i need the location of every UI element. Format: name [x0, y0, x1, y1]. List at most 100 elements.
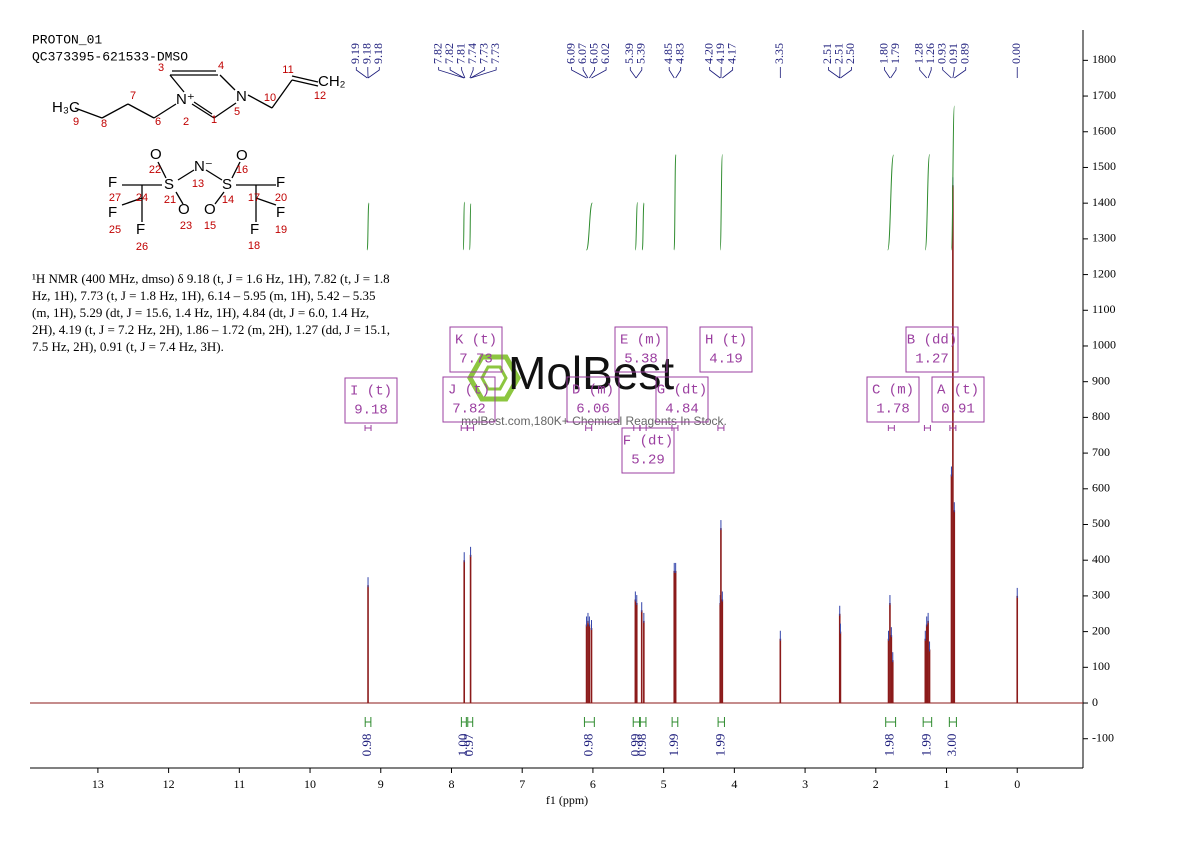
multiplet-shift: 5.38 — [624, 352, 658, 368]
multiplet-box — [905, 326, 959, 373]
integral-bracket — [460, 717, 467, 727]
peak-label: 7.74 — [465, 43, 479, 64]
integral-curve — [950, 105, 955, 251]
integral-label: 0.98 — [580, 734, 595, 757]
locant: 7 — [130, 90, 136, 102]
integral-label: 3.00 — [944, 734, 959, 757]
atom-label: O — [150, 146, 162, 163]
peak-label: 6.02 — [598, 43, 612, 64]
y-tick-label: 1300 — [1092, 231, 1116, 245]
bond — [101, 103, 129, 119]
multiplet-shift: 1.78 — [876, 402, 910, 418]
peak-label: 1.80 — [876, 43, 890, 64]
peak-label: 0.00 — [1009, 43, 1023, 64]
x-tick-label: 1 — [944, 777, 950, 791]
integral-curve — [673, 153, 677, 251]
peak-label: 4.17 — [724, 43, 738, 64]
x-tick-label: 4 — [731, 777, 737, 791]
locant: 9 — [73, 116, 79, 128]
peak-label-connector — [828, 67, 840, 79]
integral-bracket — [922, 717, 933, 727]
bond — [193, 101, 213, 115]
y-tick-label: 400 — [1092, 552, 1110, 566]
x-tick-label: 5 — [661, 777, 667, 791]
peak-label-connector — [470, 67, 486, 79]
multiplet-box — [449, 326, 503, 373]
integral-curve — [641, 202, 645, 251]
peak-label: 4.19 — [713, 43, 727, 64]
multiplet-name: A (t) — [937, 383, 979, 399]
integral-bracket — [632, 717, 641, 727]
peak-label-connector — [470, 67, 497, 79]
y-tick-label: 700 — [1092, 445, 1110, 459]
locant: 20 — [275, 192, 287, 204]
multiplet-box — [344, 377, 398, 424]
x-tick-label: 12 — [163, 777, 175, 791]
integral-label: 1.98 — [882, 734, 897, 757]
x-tick-label: 7 — [519, 777, 525, 791]
multiplet-name: I (t) — [350, 384, 392, 400]
locant: 5 — [234, 106, 240, 118]
peak-label: 9.18 — [371, 43, 385, 64]
atom-label: F — [108, 204, 117, 221]
peak-label: 5.39 — [622, 43, 636, 64]
multiplet-bracket — [364, 425, 372, 431]
peak-label-connector — [942, 67, 952, 79]
bond — [169, 74, 185, 93]
integral-label: 1.00 — [455, 734, 470, 757]
atom-label: S — [222, 176, 232, 193]
multiplet-box — [655, 376, 709, 423]
multiplet-box — [621, 427, 675, 474]
locant: 21 — [164, 194, 176, 206]
multiplet-shift: 7.82 — [452, 402, 486, 418]
peak-label: 0.93 — [934, 43, 948, 64]
multiplet-name: B (dd) — [907, 333, 957, 349]
watermark-icon — [467, 354, 521, 402]
bond — [121, 197, 143, 206]
peak-label-connector — [919, 67, 928, 79]
x-tick-label: 13 — [92, 777, 104, 791]
bond — [291, 75, 319, 83]
multiplet-name: J (t) — [448, 383, 490, 399]
integral-label: 0.99 — [627, 734, 642, 757]
peak-label: 7.73 — [488, 43, 502, 64]
multiplet-name: F (dt) — [623, 434, 673, 450]
integral-curve — [469, 202, 472, 251]
multiplet-name: K (t) — [455, 333, 497, 349]
integral-curve — [462, 201, 465, 251]
locant: 15 — [204, 220, 216, 232]
x-tick-label: 3 — [802, 777, 808, 791]
multiplet-shift: 4.84 — [665, 402, 699, 418]
peak-label: 7.82 — [442, 43, 456, 64]
y-tick-label: 1600 — [1092, 124, 1116, 138]
bond — [205, 169, 223, 181]
peak-label: 1.79 — [888, 43, 902, 64]
integral-bracket — [948, 717, 957, 727]
bond — [271, 79, 293, 109]
locant: 13 — [192, 178, 204, 190]
peak-label: 7.82 — [430, 43, 444, 64]
peak-label-connector — [469, 67, 474, 79]
locant: 25 — [109, 224, 121, 236]
peak-label: 4.20 — [701, 43, 715, 64]
peak-label: 4.85 — [661, 43, 675, 64]
integral-bracket — [717, 717, 725, 727]
y-tick-label: 300 — [1092, 588, 1110, 602]
peak-label-connector — [582, 67, 589, 79]
integral-bracket — [467, 717, 474, 727]
multiplet-shift: 9.18 — [354, 403, 388, 419]
peak-label: 7.81 — [453, 43, 467, 64]
x-tick-label: 10 — [304, 777, 316, 791]
watermark-subtext: molBest.com,180K+ Chemical Reagents In S… — [461, 414, 727, 428]
locant: 19 — [275, 224, 287, 236]
integral-label: 1.99 — [712, 734, 727, 757]
integral-label: 0.98 — [634, 734, 649, 757]
atom-label: O — [204, 201, 216, 218]
bond — [191, 103, 215, 119]
integral-label: 0.98 — [359, 734, 374, 757]
y-tick-label: 100 — [1092, 659, 1110, 673]
multiplet-bracket — [949, 425, 957, 431]
atom-label: F — [276, 174, 285, 191]
peak-label-connector — [675, 67, 682, 79]
